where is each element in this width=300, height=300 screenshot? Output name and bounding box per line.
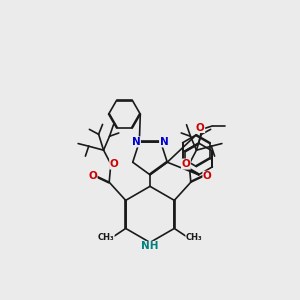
Text: CH₃: CH₃ [98,233,114,242]
Text: O: O [182,159,190,169]
Text: NH: NH [141,242,159,251]
Text: N: N [160,137,168,147]
Text: CH₃: CH₃ [186,233,202,242]
Text: O: O [203,171,212,181]
Text: O: O [88,171,97,181]
Text: N: N [132,137,140,147]
Text: O: O [110,159,118,169]
Text: O: O [196,122,205,133]
